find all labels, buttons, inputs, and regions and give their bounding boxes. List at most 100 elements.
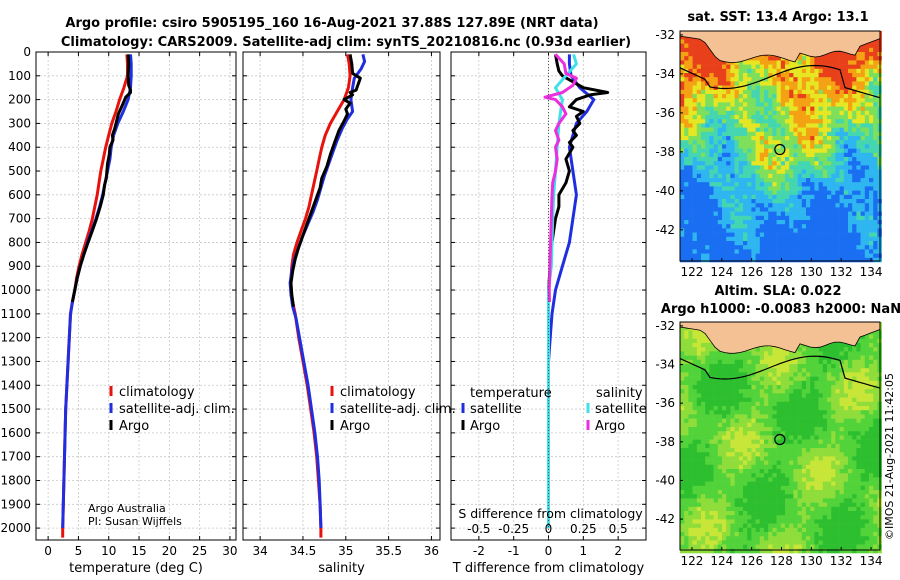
map-cell [764, 359, 769, 365]
map-cell [759, 56, 765, 61]
map-cell [806, 448, 811, 453]
map-cell [696, 448, 702, 453]
map-cell [869, 157, 874, 162]
map-cell [680, 131, 685, 137]
map-cell [848, 406, 853, 411]
map-cell [722, 448, 727, 453]
map-cell [852, 485, 857, 491]
map-cell [709, 165, 714, 170]
map-cell [860, 443, 866, 449]
map-cell [680, 64, 685, 70]
map-cell [709, 485, 714, 491]
map-cell [759, 406, 765, 411]
map-cell [843, 460, 849, 466]
map-cell [764, 161, 769, 166]
map-cell [692, 490, 698, 495]
map-cell [709, 182, 714, 187]
map-cell [772, 190, 777, 196]
map-cell [835, 173, 840, 179]
map-cell [713, 73, 719, 78]
map-cell [839, 224, 845, 229]
map-cell [831, 343, 836, 348]
map-cell [768, 473, 773, 478]
map-cell [806, 169, 811, 175]
map-cell [835, 182, 840, 187]
map-cell [797, 136, 803, 141]
map-cell [818, 81, 824, 86]
map-cell [684, 123, 689, 128]
map-cell [688, 494, 693, 499]
map-cell [831, 110, 836, 116]
map-cell [806, 241, 811, 246]
map-cell [810, 422, 815, 428]
map-cell [843, 401, 849, 407]
map-cell [701, 144, 706, 149]
map-cell [705, 169, 710, 175]
map-cell [806, 136, 811, 141]
map-cell [810, 110, 815, 116]
map-cell [738, 477, 744, 482]
map-cell [692, 418, 698, 424]
map-cell [722, 60, 727, 65]
map-cell [747, 140, 752, 145]
map-cell [831, 236, 836, 242]
map-cell [793, 136, 798, 141]
map-cell [797, 68, 803, 74]
map-cell [860, 173, 866, 179]
map-cell [848, 194, 853, 200]
map-cell [785, 199, 790, 204]
map-cell [864, 68, 870, 74]
map-cell [860, 161, 866, 166]
map-cell [810, 224, 815, 229]
map-cell [856, 169, 861, 175]
map-cell [755, 418, 761, 424]
map-cell [738, 253, 744, 259]
map-cell [684, 330, 689, 335]
map-cell [755, 115, 761, 120]
map-cell [839, 186, 845, 191]
map-cell [827, 131, 832, 137]
map-cell [751, 401, 756, 407]
map-cell [810, 178, 815, 183]
map-cell [743, 406, 748, 411]
map-cell [835, 427, 840, 432]
map-cell [726, 418, 731, 424]
map-cell [722, 236, 727, 242]
map-cell [806, 64, 811, 70]
map-cell [780, 123, 786, 128]
map-cell [764, 448, 769, 453]
map-cell [759, 464, 765, 470]
map-cell [848, 106, 853, 112]
map-cell [789, 380, 794, 386]
map-cell [818, 490, 824, 495]
map-cell [688, 414, 693, 419]
map-cell [768, 123, 773, 128]
map-cell [810, 460, 815, 466]
map-cell [848, 469, 853, 474]
map-cell [738, 355, 744, 361]
map-cell [751, 427, 756, 432]
map-cell [780, 481, 786, 487]
map-cell [789, 452, 794, 457]
map-cell [785, 393, 790, 398]
y-tick-label: 1700 [0, 450, 31, 464]
map-cell [852, 190, 857, 196]
map-cell [801, 136, 807, 141]
map-cell [751, 207, 756, 212]
map-cell [717, 481, 723, 487]
map-cell [696, 355, 702, 361]
map-cell [818, 418, 824, 424]
map-cell [696, 47, 702, 53]
map-cell [831, 77, 836, 82]
map-cell [780, 228, 786, 233]
map-cell [738, 443, 744, 449]
map-cell [709, 77, 714, 82]
map-cell [818, 368, 824, 373]
map-cell [680, 410, 685, 415]
map-cell [793, 485, 798, 491]
legend-label: satellite-adj. clim. [340, 402, 456, 417]
map-cell [810, 186, 815, 191]
map-cell [680, 144, 685, 149]
map-cell [789, 410, 794, 415]
map-cell [696, 161, 702, 166]
